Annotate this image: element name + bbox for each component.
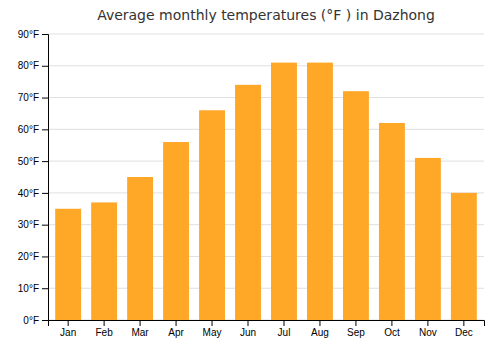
x-tick: Sep	[347, 320, 365, 338]
y-tick: 70°F	[18, 92, 48, 103]
y-axis-line	[42, 35, 49, 321]
y-tick: 80°F	[18, 60, 48, 71]
grid-line	[48, 65, 484, 66]
x-tick: Nov	[419, 320, 437, 338]
x-tick: Apr	[168, 320, 184, 338]
x-tick-label: May	[203, 327, 222, 338]
x-tick-label: Jun	[240, 327, 256, 338]
x-tick-label: Nov	[419, 327, 437, 338]
y-tick-label: 30°F	[18, 219, 39, 230]
y-tick-mark	[42, 320, 48, 321]
y-tick-label: 50°F	[18, 156, 39, 167]
y-tick-mark	[42, 129, 48, 130]
grid	[48, 34, 484, 320]
y-tick: 20°F	[18, 251, 48, 262]
x-tick-mark	[283, 320, 284, 326]
y-tick-label: 60°F	[18, 124, 39, 135]
y-tick: 40°F	[18, 188, 48, 199]
bar	[271, 63, 297, 320]
x-tick: Feb	[96, 320, 114, 338]
y-tick-mark	[42, 34, 48, 35]
x-tick-mark	[248, 320, 249, 326]
x-tick-label: Aug	[311, 327, 329, 338]
x-tick: Jan	[60, 320, 76, 338]
x-tick-label: Jan	[60, 327, 76, 338]
x-tick: Jun	[240, 320, 256, 338]
grid-line	[48, 34, 484, 35]
y-tick-mark	[42, 288, 48, 289]
y-tick-mark	[42, 66, 48, 67]
y-tick-label: 80°F	[18, 60, 39, 71]
bar	[199, 110, 225, 320]
bar	[91, 202, 117, 320]
x-tick: Dec	[455, 320, 473, 338]
y-tick-label: 10°F	[18, 283, 39, 294]
x-tick-mark	[212, 320, 213, 326]
y-tick: 10°F	[18, 283, 48, 294]
x-tick-label: Feb	[96, 327, 114, 338]
x-axis-line	[49, 321, 485, 327]
chart: 0°F 10°F 20°F 30°F 40°F 50°F 60°F 70°F 80°F 90°F J…	[0, 0, 500, 350]
title: Average monthly temperatures (°F ) in Da…	[97, 7, 435, 23]
x-tick-label: Dec	[455, 327, 473, 338]
x-tick-label: Apr	[168, 327, 184, 338]
y-tick-mark	[42, 225, 48, 226]
y-tick: 60°F	[18, 124, 48, 135]
x-tick: Jul	[278, 320, 291, 338]
plot: 0°F 10°F 20°F 30°F 40°F 50°F 60°F 70°F 80°F 90°F J…	[18, 29, 485, 338]
y-tick-label: 0°F	[23, 315, 39, 326]
x-tick: Aug	[311, 320, 329, 338]
bar	[379, 123, 405, 320]
x-tick-label: Jul	[278, 327, 291, 338]
x-tick-mark	[176, 320, 177, 326]
bar	[235, 85, 261, 320]
x-tick: Mar	[131, 320, 149, 338]
y-tick-label: 70°F	[18, 92, 39, 103]
y-tick-label: 40°F	[18, 188, 39, 199]
bar	[127, 177, 153, 320]
grid-line	[48, 97, 484, 98]
y-tick: 50°F	[18, 156, 48, 167]
y-tick-mark	[42, 193, 48, 194]
bar	[55, 209, 81, 320]
bar	[307, 63, 333, 320]
bar	[343, 91, 369, 320]
x-tick: May	[203, 320, 222, 338]
x-tick-label: Oct	[384, 327, 400, 338]
x-tick-mark	[391, 320, 392, 326]
y-axis: 0°F 10°F 20°F 30°F 40°F 50°F 60°F 70°F 80°F 90°F	[18, 29, 49, 326]
y-tick: 30°F	[18, 219, 48, 230]
x-tick-mark	[319, 320, 320, 326]
y-tick-label: 90°F	[18, 29, 39, 40]
x-tick-mark	[104, 320, 105, 326]
x-tick-label: Sep	[347, 327, 365, 338]
x-tick-mark	[427, 320, 428, 326]
x-tick-mark	[68, 320, 69, 326]
x-tick-mark	[140, 320, 141, 326]
y-tick: 90°F	[18, 29, 48, 40]
grid-line	[48, 129, 484, 130]
y-tick-label: 20°F	[18, 251, 39, 262]
y-tick-mark	[42, 161, 48, 162]
bar	[451, 193, 477, 320]
y-tick-mark	[42, 98, 48, 99]
y-tick-mark	[42, 256, 48, 257]
bars	[55, 63, 477, 320]
bar	[415, 158, 441, 320]
x-tick-mark	[355, 320, 356, 326]
y-tick: 0°F	[23, 315, 48, 326]
x-tick-label: Mar	[131, 327, 149, 338]
x-tick-mark	[463, 320, 464, 326]
x-tick: Oct	[384, 320, 400, 338]
bar	[163, 142, 189, 320]
x-axis: Jan Feb Mar Apr May Jun Jul Aug Sep Oct Nov Dec	[49, 320, 485, 338]
